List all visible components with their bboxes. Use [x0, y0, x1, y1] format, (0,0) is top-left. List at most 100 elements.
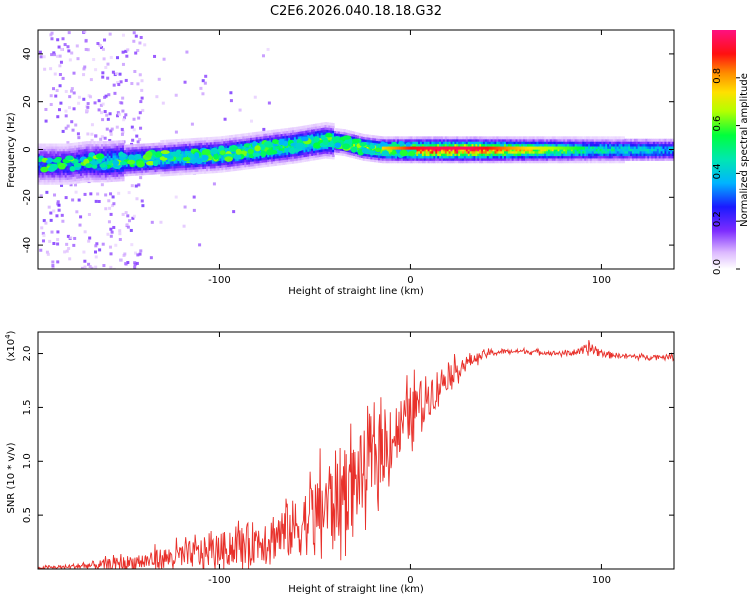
heatmap-blob: [263, 141, 273, 148]
heatmap-cell: [66, 181, 70, 185]
heatmap-cell: [582, 153, 585, 157]
heatmap-cell: [431, 160, 434, 164]
heatmap-cell: [314, 157, 318, 161]
heatmap-speck: [94, 68, 98, 72]
heatmap-cell: [525, 153, 528, 157]
heatmap-speck: [39, 248, 43, 252]
heatmap-cell: [456, 160, 459, 164]
heatmap-cell: [584, 160, 587, 164]
heatmap-cell: [179, 141, 182, 145]
heatmap-cell: [250, 142, 253, 146]
heatmap-cell: [332, 149, 335, 153]
heatmap-cell: [603, 155, 606, 159]
heatmap-cell: [55, 150, 58, 154]
heatmap-cell: [276, 129, 280, 133]
heatmap-cell: [164, 170, 167, 174]
heatmap-speck: [83, 30, 87, 34]
heatmap-cell: [603, 153, 606, 157]
heatmap-cell: [39, 172, 43, 176]
heatmap-cell: [343, 129, 347, 133]
heatmap-cell: [202, 144, 205, 148]
heatmap-cell: [221, 167, 224, 171]
heatmap-cell: [175, 167, 179, 171]
heatmap-cell: [465, 141, 469, 145]
heatmap-speck: [61, 37, 65, 41]
heatmap-cell: [456, 136, 459, 140]
heatmap-cell: [364, 141, 368, 145]
heatmap-cell: [137, 148, 140, 152]
heatmap-cell: [202, 161, 205, 165]
heatmap-cell: [471, 148, 475, 152]
heatmap-cell: [599, 141, 603, 145]
heatmap-cell: [204, 168, 207, 172]
heatmap-cell: [511, 157, 515, 161]
heatmap-cell: [41, 145, 45, 149]
heatmap-cell: [372, 137, 375, 141]
heatmap-speck: [120, 127, 124, 131]
heatmap-speck: [67, 31, 71, 35]
heatmap-cell: [114, 176, 117, 180]
heatmap-cell: [179, 153, 182, 157]
heatmap-cell: [104, 160, 108, 164]
heatmap-cell: [194, 161, 198, 165]
heatmap-cell: [87, 141, 91, 145]
heatmap-cell: [654, 143, 658, 147]
heatmap-speck: [84, 47, 88, 51]
heatmap-cell: [282, 130, 285, 134]
heatmap-cell: [173, 144, 177, 147]
heatmap-cell: [502, 138, 505, 142]
heatmap-cell: [446, 143, 450, 147]
heatmap-cell: [131, 172, 135, 176]
heatmap-cell: [374, 135, 377, 139]
heatmap-speck: [55, 54, 59, 58]
heatmap-cell: [211, 160, 215, 164]
heatmap-cell: [301, 128, 305, 132]
heatmap-cell: [158, 171, 161, 175]
heatmap-cell: [381, 160, 385, 164]
heatmap-speck: [232, 210, 236, 214]
heatmap-cell: [540, 136, 543, 140]
heatmap-cell: [192, 171, 196, 175]
heatmap-cell: [473, 155, 476, 159]
heatmap-cell: [198, 149, 201, 153]
heatmap-cell: [158, 164, 161, 168]
heatmap-cell: [162, 168, 165, 172]
heatmap-cell: [91, 176, 94, 180]
heatmap-cell: [225, 166, 228, 170]
heatmap-cell: [217, 162, 221, 166]
heatmap-speck: [82, 250, 86, 254]
heatmap-cell: [271, 134, 274, 138]
heatmap-cell: [601, 148, 604, 152]
heatmap-cell: [301, 125, 305, 129]
heatmap-cell: [85, 141, 89, 145]
heatmap-cell: [421, 141, 425, 145]
heatmap-cell: [567, 153, 570, 157]
heatmap-cell: [601, 155, 604, 159]
heatmap-speck: [162, 57, 166, 61]
heatmap-speck: [40, 226, 44, 230]
heatmap-cell: [423, 150, 427, 154]
heatmap-cell: [188, 162, 192, 166]
heatmap-cell: [280, 162, 284, 166]
heatmap-cell: [122, 144, 125, 148]
heatmap-cell: [561, 138, 564, 142]
heatmap-cell: [175, 143, 179, 147]
heatmap-cell: [68, 164, 72, 168]
heatmap-cell: [406, 155, 410, 159]
heatmap-cell: [181, 167, 184, 171]
heatmap-cell: [284, 152, 287, 156]
heatmap-cell: [414, 153, 417, 157]
heatmap-cell: [137, 143, 140, 147]
heatmap-cell: [578, 141, 582, 145]
heatmap-cell: [164, 139, 167, 143]
heatmap-cell: [544, 136, 547, 140]
heatmap-speck: [42, 219, 46, 223]
heatmap-cell: [649, 138, 652, 142]
heatmap-cell: [400, 138, 404, 142]
heatmap-speck: [131, 138, 135, 142]
heatmap-cell: [607, 145, 610, 149]
heatmap-cell: [576, 143, 580, 147]
heatmap-cell: [370, 154, 373, 158]
heatmap-cell: [265, 137, 268, 141]
heatmap-cell: [440, 148, 444, 152]
